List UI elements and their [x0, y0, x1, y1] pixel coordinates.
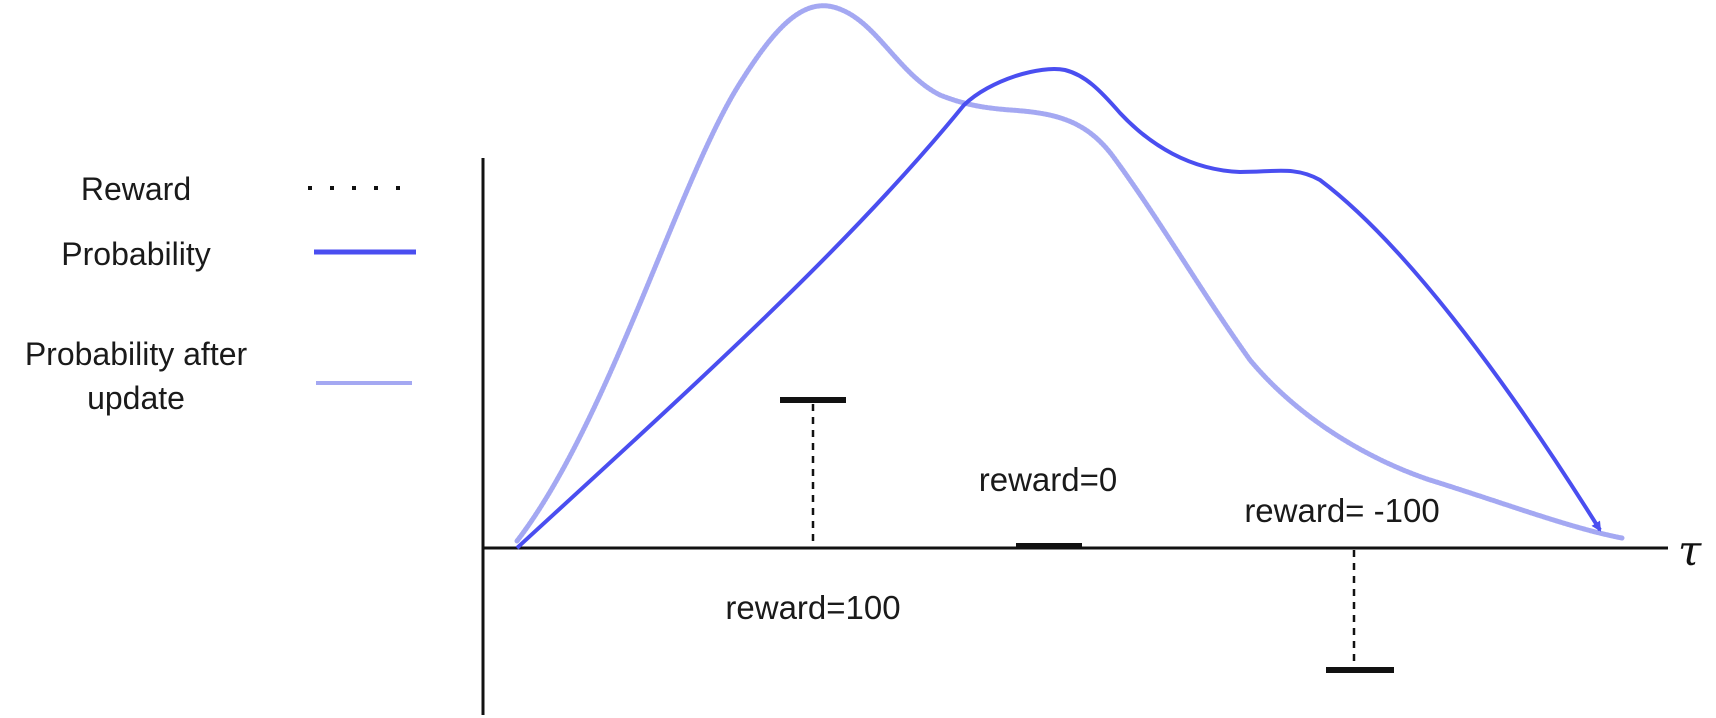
probability-curve — [515, 67, 1602, 550]
legend-label-probability: Probability — [61, 236, 210, 272]
reward-100-label: reward=100 — [725, 589, 900, 626]
reward-0-label: reward=0 — [979, 461, 1118, 498]
legend: Reward Probability Probability after upd… — [25, 171, 416, 416]
reward-neg100-label: reward= -100 — [1244, 492, 1439, 529]
x-axis-label-tau: τ — [1678, 526, 1702, 575]
reward-marker-0: reward=0 — [979, 461, 1118, 549]
reward-marker-100: reward=100 — [725, 397, 901, 626]
legend-label-probability-after-update-line2: update — [87, 380, 185, 416]
legend-label-probability-after-update-line1: Probability after — [25, 336, 248, 372]
reward-marker-neg100: reward= -100 — [1244, 492, 1440, 673]
legend-label-reward: Reward — [81, 171, 191, 207]
probability-after-update-curve — [514, 3, 1625, 544]
